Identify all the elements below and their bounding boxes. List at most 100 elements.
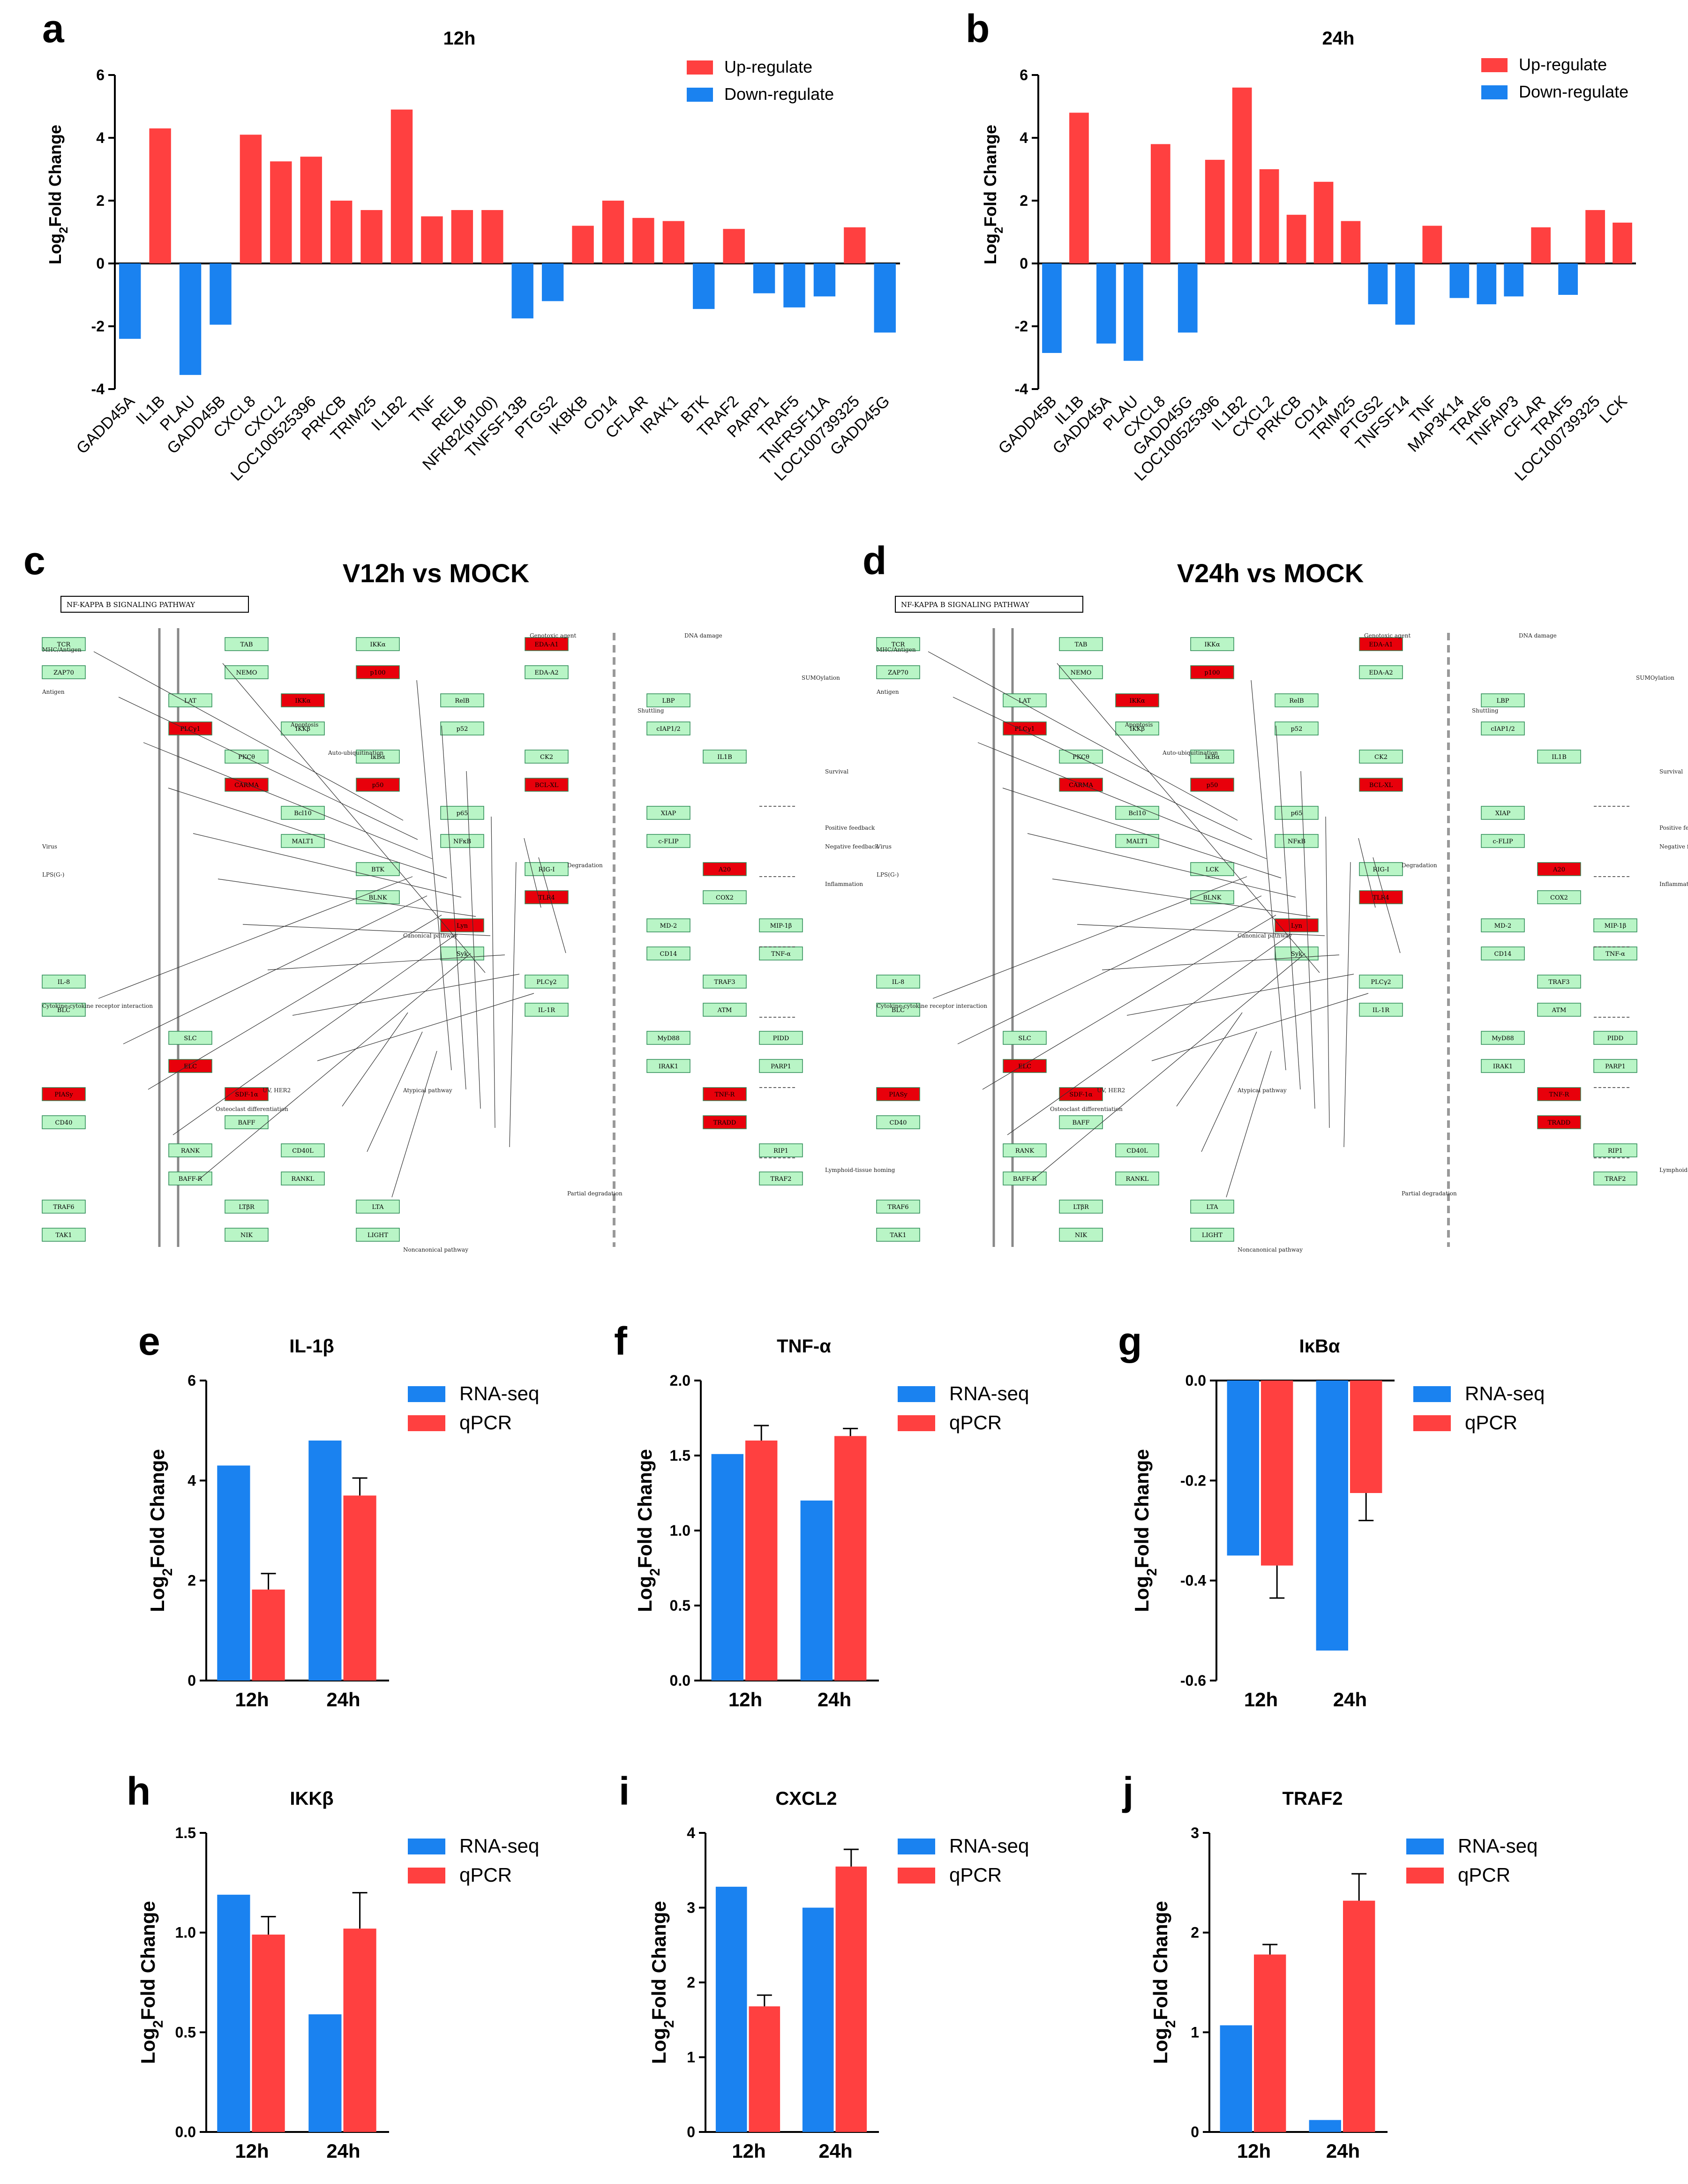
bar-IRAK1 <box>662 221 685 263</box>
bar-qPCR-24h <box>343 1929 376 2132</box>
pathway-arrow <box>953 697 1253 840</box>
bar-qPCR-12h <box>1261 1381 1293 1566</box>
y-axis-label-rest: Fold Change <box>981 125 1000 227</box>
y-axis-label-base: Log <box>648 2028 670 2064</box>
bar-RNA-seq-12h <box>217 1465 250 1681</box>
pathway-annotation: Shuttling <box>638 707 664 714</box>
pathway-node-label: TAK1 <box>55 1232 72 1239</box>
pathway-annotation: Virus <box>42 843 57 850</box>
y-tick-label: 0 <box>188 1672 196 1689</box>
chart-title: IL-1β <box>289 1336 334 1357</box>
y-tick-label: 4 <box>188 1472 196 1489</box>
x-tick-label: 24h <box>1326 2140 1360 2162</box>
pathway-node <box>1359 665 1403 679</box>
pathway-node-label: BTK <box>371 866 384 873</box>
pathway-node <box>703 1115 747 1129</box>
pathway-node <box>525 975 569 989</box>
bar-CD14 <box>1313 181 1334 263</box>
panel-label-b: b <box>966 7 990 51</box>
pathway-node-label: PKCθ <box>238 754 255 761</box>
pathway-node-label: TRADD <box>713 1119 736 1126</box>
pathway-annotation: Auto-ubiquitination <box>1162 750 1218 756</box>
pathway-node <box>876 665 920 679</box>
pathway-node <box>356 1200 400 1214</box>
pathway-arrow <box>466 771 481 1109</box>
pathway-annotation: Inflammation <box>825 881 863 887</box>
pathway-annotation: Noncanonical pathway <box>1238 1246 1303 1253</box>
pathway-node-label: LIGHT <box>368 1232 388 1239</box>
bar-RELB <box>451 210 473 263</box>
bar-TNFSF14 <box>1395 263 1415 325</box>
pathway-node-label: LAT <box>1019 698 1031 705</box>
pathway-node <box>646 918 690 932</box>
pathway-node <box>1115 834 1159 848</box>
bar-IKBKB <box>572 225 594 263</box>
pathway-node-label: PLCγ1 <box>1014 726 1035 733</box>
pathway-node-label: IRAK1 <box>1493 1063 1513 1070</box>
pathway-arrow <box>118 697 418 840</box>
y-tick-label: -0.4 <box>1180 1572 1206 1589</box>
pathway-node <box>876 1228 920 1242</box>
pathway-node <box>281 834 325 848</box>
pathway-node <box>1190 1228 1234 1242</box>
pathway-node <box>281 1171 325 1186</box>
pathway-arrow <box>1226 1051 1272 1198</box>
bar-RNA-seq-24h <box>802 1907 834 2132</box>
bar-qPCR-12h <box>252 1934 285 2132</box>
y-tick-label: 2 <box>96 192 105 209</box>
y-tick-label: 3 <box>687 1899 695 1916</box>
pathway-node <box>1593 918 1637 932</box>
pathway-node <box>168 1171 212 1186</box>
legend-label-up: Up-regulate <box>724 57 812 76</box>
pathway-annotation: Survival <box>825 768 848 775</box>
pathway-annotation: Cytokine-cytokine receptor interaction <box>877 1003 987 1009</box>
pathway-node-label: BCL-XL <box>535 782 559 789</box>
panel-label-d: d <box>863 539 886 583</box>
bar-qPCR-12h <box>252 1589 285 1681</box>
pathway-node-label: XIAP <box>661 810 676 817</box>
y-tick-label: -0.2 <box>1180 1472 1206 1489</box>
panel-label-c: c <box>23 539 45 583</box>
pathway-node <box>1059 1200 1103 1214</box>
pathway-map-d: V24h vs MOCK NF-KAPPA B SIGNALING PATHWAY… <box>876 558 1688 1253</box>
x-tick-label: LCK <box>1596 392 1631 427</box>
legend-swatch-qpcr <box>1413 1415 1451 1431</box>
legend-swatch-qpcr <box>898 1415 935 1431</box>
pathway-node-label: RANK <box>1015 1148 1035 1155</box>
pathway-node <box>646 693 690 707</box>
pathway-arrow <box>1007 934 1291 1135</box>
pathway-arrow <box>292 974 520 1016</box>
pathway-node-label: Syk <box>1291 951 1302 958</box>
pathway-node <box>1003 1031 1047 1045</box>
pathway-arrow <box>1373 857 1401 953</box>
pathway-node <box>703 1087 747 1101</box>
bar-BTK <box>693 263 715 309</box>
pathway-node-label: EDA-A1 <box>1369 641 1393 648</box>
pathway-node <box>1359 750 1403 764</box>
bar-RNA-seq-12h <box>715 1886 747 2132</box>
pathway-arrow <box>1126 974 1354 1016</box>
y-tick-label: 1.5 <box>175 1824 196 1841</box>
pathway-arrow <box>1151 993 1369 1061</box>
bar-qPCR-24h <box>834 1436 867 1681</box>
bar-RNA-seq-24h <box>308 1441 342 1681</box>
pathway-node-label: TRAF3 <box>1548 979 1569 986</box>
pathway-annotation: Antigen <box>876 689 899 695</box>
pathway-node <box>876 1003 920 1017</box>
y-axis-label-rest: Fold Change <box>648 1901 670 2020</box>
pathway-node <box>281 721 325 736</box>
bar-IL1B2 <box>390 109 413 263</box>
pathway-arrow <box>267 954 505 970</box>
pathway-arrow <box>977 742 1267 859</box>
pathway-node <box>1537 975 1581 989</box>
legend-swatch-rnaseq <box>408 1839 445 1854</box>
pathway-node <box>1359 862 1403 876</box>
y-tick-label: -0.6 <box>1180 1672 1206 1689</box>
pathway-node <box>1481 806 1525 820</box>
legend-label-down: Down-regulate <box>1519 82 1628 101</box>
pathway-node <box>759 1143 803 1157</box>
pathway-heading: V24h vs MOCK <box>1177 558 1364 588</box>
pathway-arrow <box>491 816 495 1128</box>
x-tick-label: 12h <box>235 1689 269 1711</box>
pathway-node <box>525 862 569 876</box>
